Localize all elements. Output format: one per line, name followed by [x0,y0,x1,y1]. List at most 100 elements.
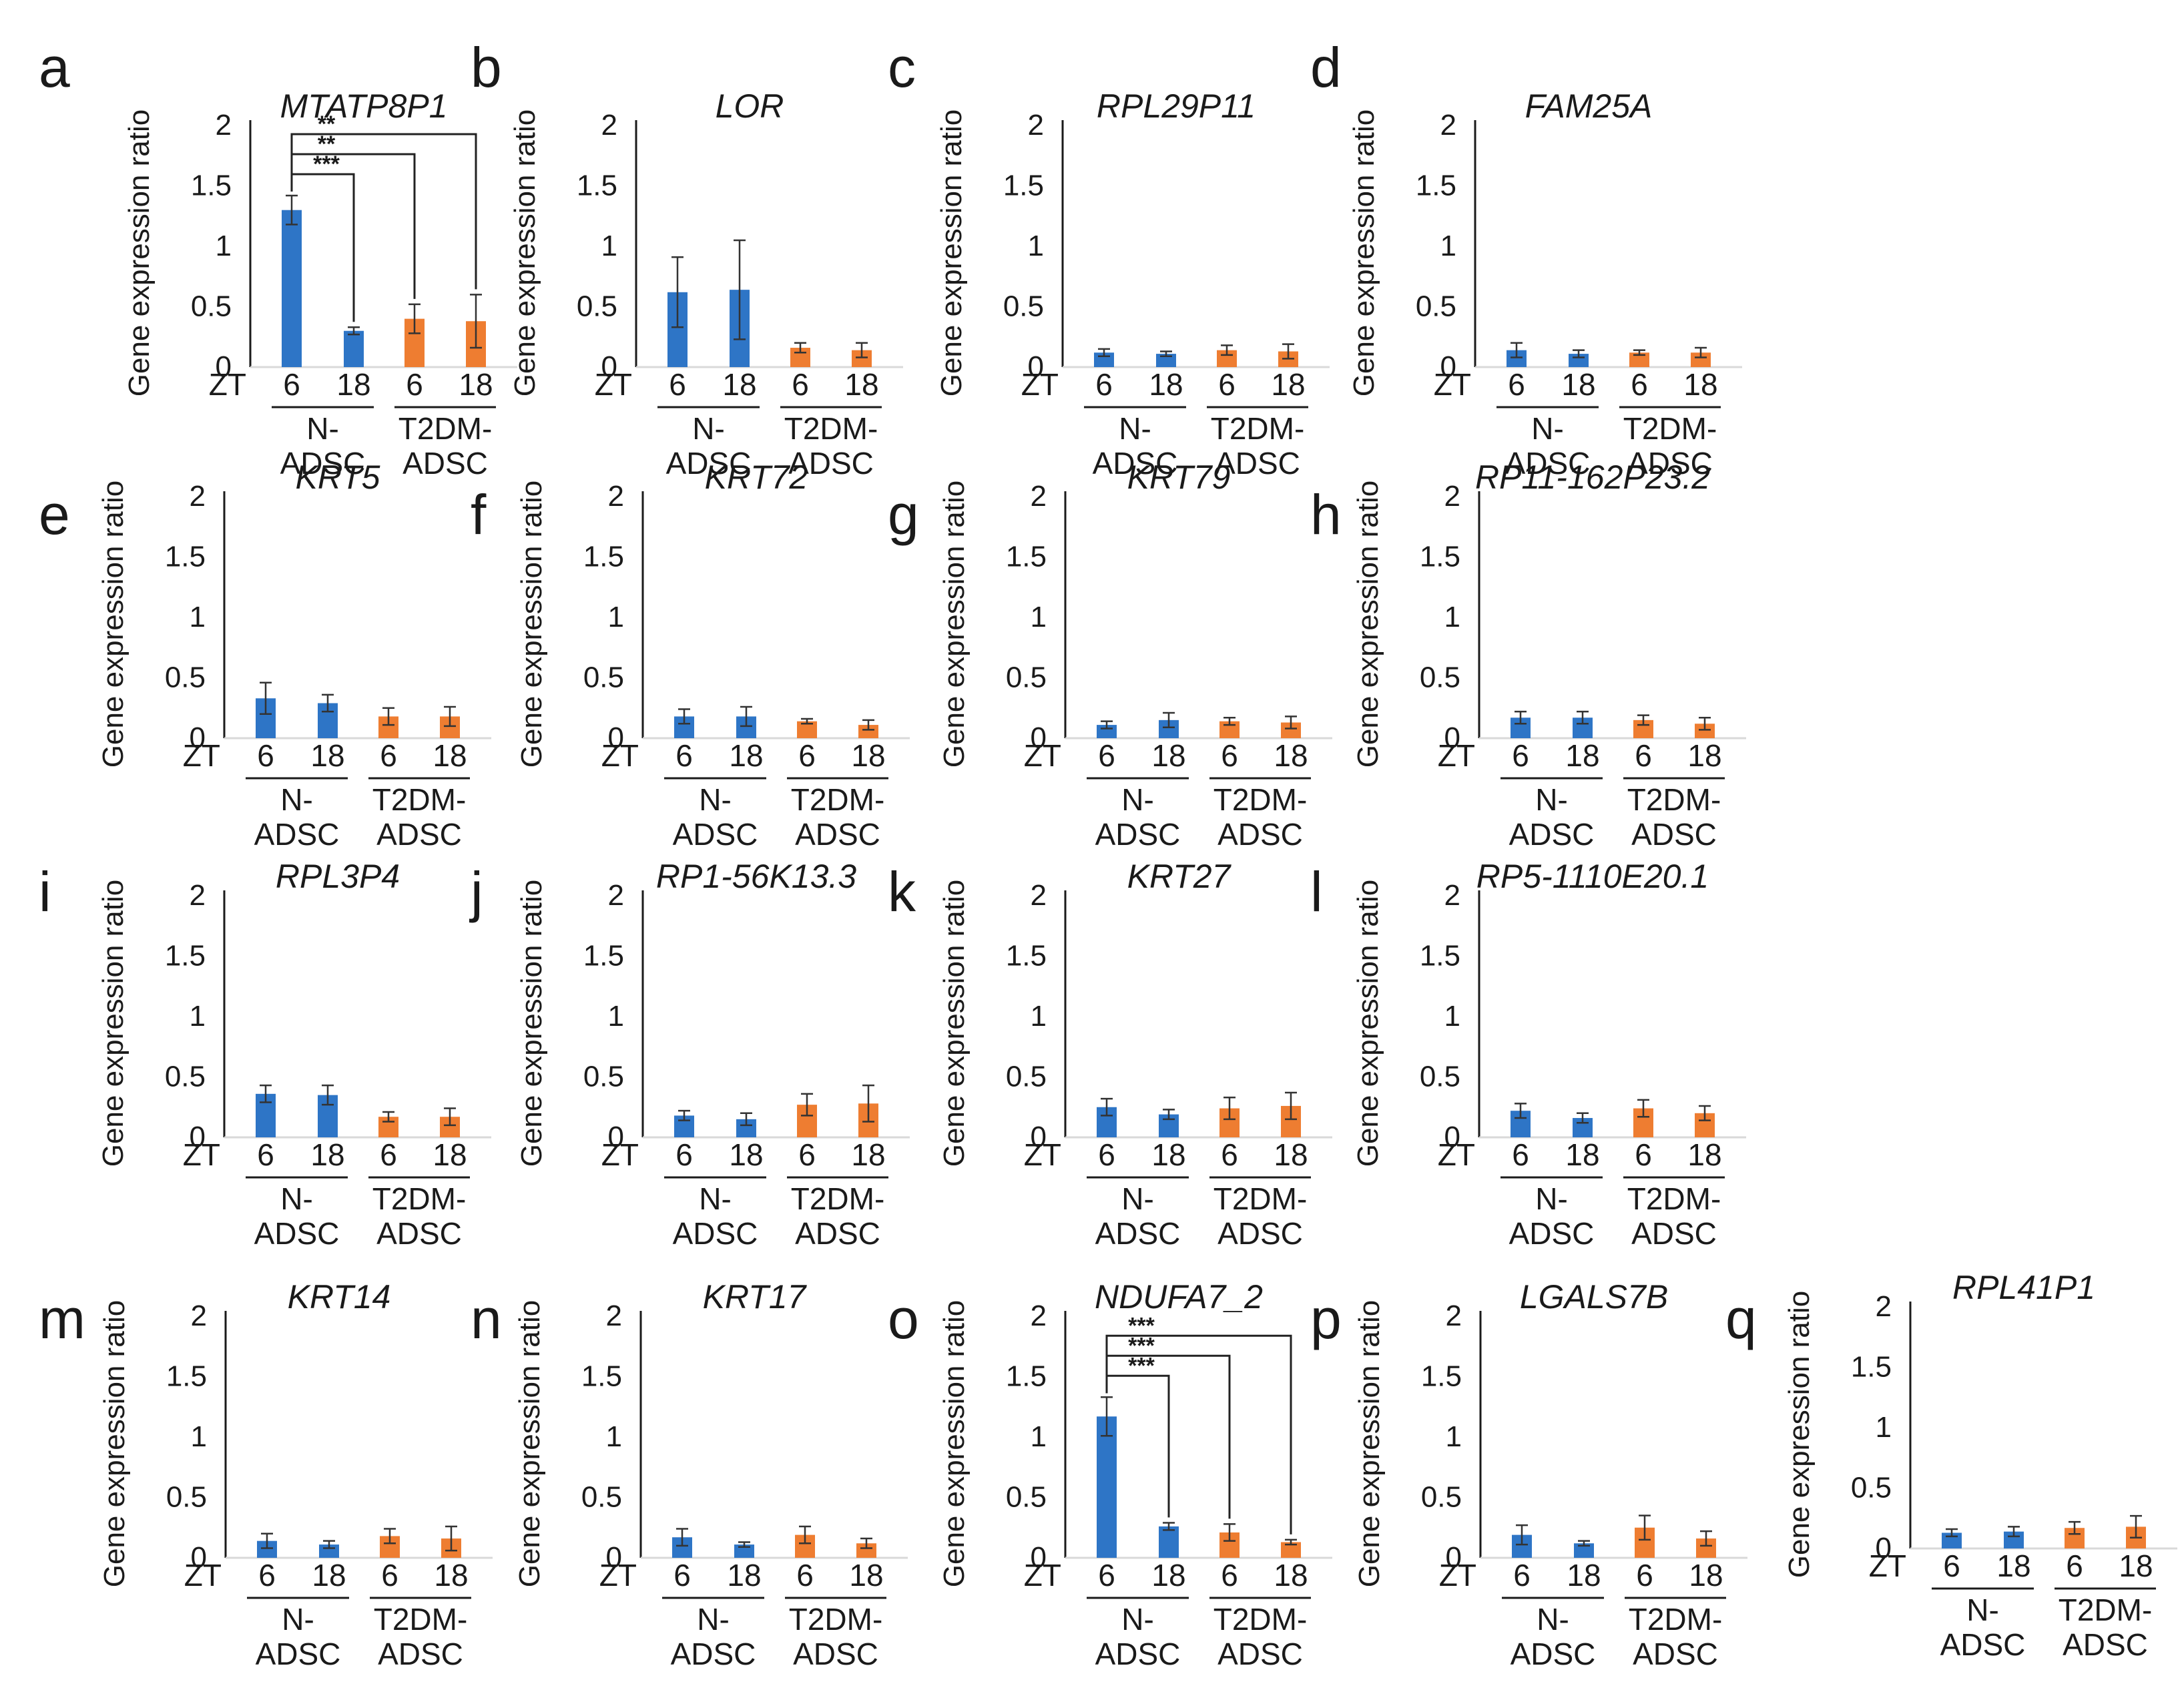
panel-letter: d [1310,36,1342,99]
zt-label: ZT [183,1137,220,1172]
group-label: ADSC [1093,446,1178,481]
group-label: ADSC [1215,446,1300,481]
group-label: T2DM- [1213,1602,1308,1637]
y-axis-title: Gene expression ratio [509,109,541,396]
group-label: N- [699,782,732,817]
group-label: ADSC [1095,1637,1181,1671]
y-axis-title: Gene expression ratio [1352,880,1384,1167]
group-label: T2DM- [372,1181,467,1216]
x-tick-label: 6 [1221,738,1238,773]
group-label: ADSC [673,817,758,852]
group-label: T2DM- [1211,411,1305,446]
x-tick-label: 18 [1687,738,1721,773]
x-tick-label: 18 [844,367,878,402]
panel-c: c RPL29P11 0 0.5 1 1.5 2 Gene expression ratio Z… [888,36,1330,481]
x-tick-label: 18 [727,1558,761,1593]
y-tick-label: 0.5 [1851,1472,1892,1504]
bar [282,210,302,367]
panel-letter: c [888,36,916,99]
group-label: ADSC [1095,817,1181,852]
x-tick-label: 6 [1098,738,1115,773]
x-tick-label: 6 [1635,738,1652,773]
y-tick-label: 0.5 [583,661,624,694]
y-tick-label: 0 [608,722,624,754]
x-tick-label: 18 [1274,1558,1308,1593]
panel-p: p LGALS7B 0 0.5 1 1.5 2 Gene expression ratio ZT… [1310,1278,1747,1671]
bar [856,1543,876,1558]
y-tick-label: 2 [1031,879,1047,912]
y-tick-label: 1.5 [581,1360,622,1393]
x-tick-label: 18 [336,367,370,402]
group-label: T2DM- [791,782,885,817]
panel-letter: b [471,36,502,99]
panel-letter: f [471,483,487,546]
y-tick-label: 2 [606,1300,622,1332]
y-tick-label: 0 [601,350,617,383]
y-tick-label: 0 [1031,1121,1047,1153]
significance-bracket [290,133,477,290]
y-tick-label: 1 [601,230,617,262]
panel-letter: o [888,1288,919,1350]
y-tick-label: 1 [190,601,206,633]
group-label: ADSC [1217,1216,1303,1251]
group-label: ADSC [795,817,880,852]
y-tick-label: 1.5 [1006,940,1047,972]
gene-title: MTATP8P1 [280,87,448,125]
gene-title: RPL41P1 [1952,1269,2095,1306]
group-label: N- [280,1181,313,1216]
y-axis-title: Gene expression ratio [935,109,968,396]
y-tick-label: 0 [1444,1121,1460,1153]
y-tick-label: 1.5 [1006,541,1047,573]
panel-l: l RP5-1110E20.1 0 0.5 1 1.5 2 Gene expression r… [1310,858,1746,1251]
group-label: N- [282,1602,314,1637]
x-tick-label: 18 [434,1558,468,1593]
bar [1281,722,1301,738]
y-tick-label: 0 [216,350,232,383]
x-tick-label: 6 [673,1558,691,1593]
y-axis-title: Gene expression ratio [97,481,129,768]
x-tick-label: 6 [380,738,397,773]
x-tick-label: 18 [1683,367,1717,402]
panel-e: e KRT5 0 0.5 1 1.5 2 Gene expression ratio ZT 6 18… [39,459,491,852]
y-tick-label: 0 [190,1121,206,1153]
y-axis-title: Gene expression ratio [1783,1291,1816,1578]
x-tick-label: 18 [1689,1558,1723,1593]
group-label: T2DM- [784,411,878,446]
group-label: T2DM- [789,1602,883,1637]
group-label: ADSC [280,446,366,481]
zt-label: ZT [209,367,246,402]
zt-label: ZT [1438,1137,1475,1172]
group-label: N- [697,1602,730,1637]
y-axis-title: Gene expression ratio [938,880,971,1167]
x-tick-label: 6 [1098,1137,1115,1172]
y-axis-title: Gene expression ratio [513,1300,546,1587]
y-tick-label: 1 [606,1420,622,1453]
y-tick-label: 2 [1444,480,1460,513]
significance-label: *** [1128,1313,1155,1338]
y-tick-label: 1 [1444,1000,1460,1033]
x-tick-label: 6 [1095,367,1113,402]
bar [1281,1542,1301,1558]
x-tick-label: 18 [433,1137,467,1172]
y-tick-label: 2 [608,480,624,513]
y-tick-label: 1 [1031,601,1047,633]
x-tick-label: 6 [283,367,300,402]
x-tick-label: 6 [1513,1558,1531,1593]
panel-k: k KRT27 0 0.5 1 1.5 2 Gene expression ratio ZT 6 1… [888,858,1332,1251]
y-tick-label: 1 [608,1000,624,1033]
group-label: ADSC [1509,817,1595,852]
y-tick-label: 2 [1031,1300,1047,1332]
y-axis-title: Gene expression ratio [938,1300,971,1587]
panel-letter: h [1310,483,1342,546]
y-tick-label: 1.5 [1420,940,1460,972]
group-label: ADSC [793,1637,878,1671]
group-label: N- [1121,1181,1154,1216]
x-tick-label: 18 [310,738,344,773]
x-tick-label: 6 [1508,367,1525,402]
significance-label: ** [318,111,336,137]
y-axis-title: Gene expression ratio [515,481,548,768]
x-tick-label: 18 [1561,367,1595,402]
x-tick-label: 18 [851,1137,885,1172]
